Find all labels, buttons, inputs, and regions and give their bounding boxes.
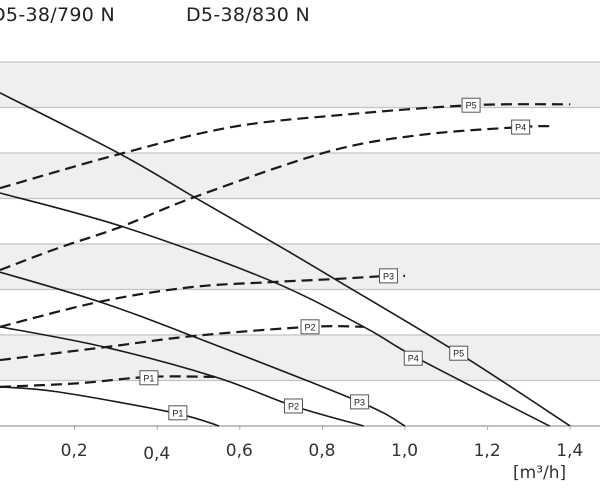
curve-dashed-P1 <box>0 375 216 388</box>
curve-solid-P4 <box>0 192 550 427</box>
x-tick-label: 1,4 <box>556 441 583 461</box>
curve-label-text: P5 <box>453 349 464 359</box>
curve-label-P2: P2 <box>283 398 303 414</box>
curve-label-text: P4 <box>515 123 526 133</box>
curve-label-P3: P3 <box>378 268 398 284</box>
x-axis-label: [m³/h] <box>513 463 566 483</box>
curve-label-P5: P5 <box>461 97 481 113</box>
grid-band <box>0 335 600 381</box>
curve-label-P5: P5 <box>449 345 469 361</box>
curve-label-text: P2 <box>305 322 316 332</box>
curve-label-text: P3 <box>354 397 365 407</box>
curve-label-P4: P4 <box>511 119 531 135</box>
curve-label-text: P5 <box>466 101 477 111</box>
x-tick-label: 0,6 <box>226 441 253 461</box>
curve-dashed-P2 <box>0 325 364 362</box>
curve-label-text: P3 <box>383 271 394 281</box>
curve-label-P1: P1 <box>139 370 159 386</box>
curve-label-P2: P2 <box>300 319 320 335</box>
curve-label-text: P4 <box>408 354 419 364</box>
grid-band <box>0 62 600 108</box>
grid-band <box>0 153 600 199</box>
curve-label-text: P2 <box>288 401 299 411</box>
x-tick-label: 1,2 <box>474 441 501 461</box>
curve-dashed-P4 <box>0 125 550 272</box>
chart-title-790: D5-38/790 N <box>0 4 115 26</box>
curve-label-P4: P4 <box>403 350 423 366</box>
curve-label-P1: P1 <box>168 405 188 421</box>
grid-band <box>0 244 600 290</box>
x-tick-label: 0,2 <box>61 441 88 461</box>
curve-solid-P1 <box>0 386 220 427</box>
curve-label-text: P1 <box>172 408 183 418</box>
x-tick-label: 1,0 <box>391 441 418 461</box>
x-tick-label: 0,8 <box>308 441 335 461</box>
curve-solid-P2 <box>0 325 364 427</box>
x-tick-label: 0,4 <box>143 444 170 464</box>
curve-label-text: P1 <box>143 373 154 383</box>
chart-title-830: D5-38/830 N <box>186 4 310 26</box>
curve-label-P3: P3 <box>350 394 370 410</box>
